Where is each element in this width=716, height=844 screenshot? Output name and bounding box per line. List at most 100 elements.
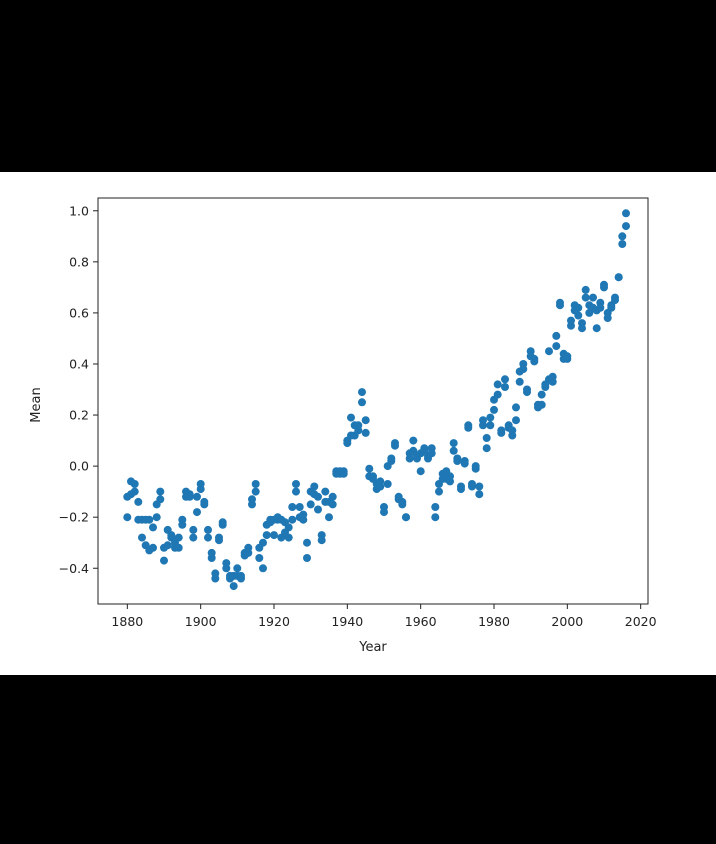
y-tick-label: 0.6	[69, 305, 89, 320]
data-point	[259, 538, 267, 547]
data-points	[123, 209, 630, 591]
data-point	[552, 331, 561, 340]
data-point	[244, 543, 253, 552]
data-point	[475, 482, 484, 491]
data-point	[130, 480, 139, 488]
data-point	[523, 388, 531, 397]
data-point	[156, 495, 165, 504]
data-point	[431, 513, 440, 522]
data-point	[156, 487, 165, 496]
data-point	[251, 480, 260, 488]
x-tick-label: 1880	[111, 614, 143, 629]
data-point	[248, 495, 256, 504]
data-point	[600, 283, 608, 292]
data-point	[189, 533, 198, 542]
data-point	[200, 497, 209, 506]
data-point	[358, 388, 366, 397]
data-point	[325, 513, 333, 522]
data-point	[475, 490, 484, 499]
data-point	[193, 508, 201, 517]
data-point	[196, 480, 205, 488]
data-point	[427, 449, 436, 458]
y-tick-label: 0.8	[69, 254, 89, 269]
data-point	[435, 487, 443, 496]
data-point	[358, 398, 366, 407]
data-point	[207, 548, 216, 557]
data-point	[204, 525, 212, 534]
data-point	[380, 503, 388, 511]
data-point	[167, 531, 176, 540]
data-point	[567, 316, 575, 325]
y-tick-label: 0.4	[69, 356, 89, 371]
x-tick-label: 1980	[478, 614, 510, 629]
data-point	[589, 293, 597, 302]
y-tick-label: 0.2	[69, 408, 89, 423]
data-point	[618, 232, 627, 241]
data-point	[622, 209, 630, 218]
x-tick-label: 2000	[551, 614, 583, 629]
data-point	[515, 377, 524, 386]
data-point	[251, 487, 260, 496]
data-point	[493, 390, 502, 399]
x-tick-label: 1920	[258, 614, 290, 629]
data-point	[479, 421, 487, 430]
data-point	[259, 564, 267, 573]
data-point	[288, 515, 297, 524]
data-point	[339, 469, 348, 478]
data-point	[138, 533, 146, 542]
data-point	[409, 436, 418, 445]
data-point	[229, 582, 238, 591]
data-point	[581, 293, 590, 302]
data-point	[482, 444, 491, 453]
data-point	[347, 413, 355, 422]
data-point	[574, 303, 583, 312]
data-point	[512, 416, 520, 425]
data-point	[402, 513, 410, 522]
chart-image: 1880 1900 1920 1940 1960 1980 2000 2020 −0.4 −0.…	[0, 172, 716, 675]
data-point	[361, 428, 370, 437]
data-point	[299, 510, 308, 519]
data-point	[611, 296, 619, 305]
data-point	[262, 531, 271, 540]
data-point	[354, 421, 363, 430]
data-point	[464, 423, 473, 432]
data-point	[160, 556, 168, 565]
data-point	[486, 421, 495, 430]
data-point	[497, 428, 506, 437]
y-tick-label: −0.4	[59, 561, 89, 576]
data-point	[468, 482, 476, 491]
data-point	[614, 273, 623, 282]
data-point	[303, 554, 311, 562]
data-point	[369, 472, 377, 481]
data-point	[405, 454, 414, 463]
data-point	[622, 222, 630, 231]
data-point	[519, 365, 528, 374]
data-point	[391, 439, 399, 448]
data-point	[552, 342, 561, 351]
data-point	[556, 298, 564, 307]
data-point	[486, 413, 495, 422]
data-point	[178, 515, 187, 524]
y-tick-label: −0.2	[59, 510, 89, 525]
data-point	[185, 492, 194, 501]
data-point	[204, 533, 212, 542]
data-point	[581, 285, 590, 294]
data-point	[578, 319, 586, 328]
data-point	[530, 354, 539, 363]
y-axis-label: Mean	[29, 387, 44, 422]
data-point	[222, 559, 231, 568]
data-point	[416, 467, 425, 476]
data-point	[501, 375, 509, 384]
data-point	[163, 541, 172, 550]
data-point	[592, 324, 601, 333]
data-point	[493, 380, 502, 389]
data-point	[537, 400, 546, 409]
data-point	[343, 439, 352, 448]
data-point	[134, 497, 143, 506]
data-point	[145, 515, 154, 524]
data-point	[270, 531, 278, 540]
data-point	[306, 500, 315, 509]
data-point	[292, 487, 300, 496]
data-point	[446, 472, 454, 481]
data-point	[284, 533, 293, 542]
